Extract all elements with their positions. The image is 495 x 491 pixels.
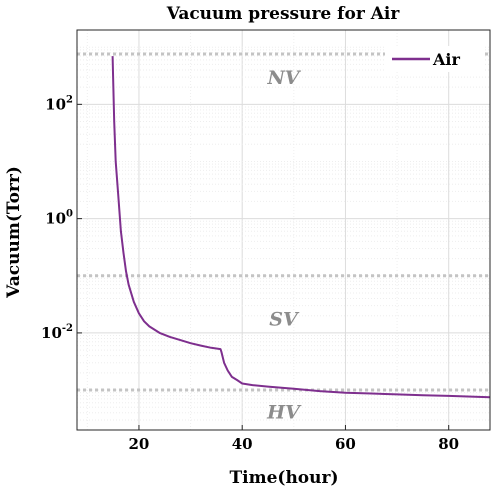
legend-label: Air [432, 50, 460, 69]
x-tick-label: 40 [232, 435, 253, 453]
series-line-air [111, 56, 491, 399]
x-tick-label: 80 [438, 435, 459, 453]
region-label-nv: NV [266, 67, 301, 89]
y-tick-label: 100 [45, 209, 73, 228]
y-tick-label: 102 [45, 94, 73, 113]
x-axis-label: Time(hour) [229, 468, 338, 488]
x-tick-label: 60 [335, 435, 356, 453]
axis-ticks: 20 40 60 80 102 100 10-2 [41, 94, 459, 453]
data-series [111, 56, 491, 399]
y-axis-label: Vacuum(Torr) [4, 166, 24, 299]
region-label-sv: SV [269, 308, 300, 330]
chart-title: Vacuum pressure for Air [166, 4, 401, 24]
x-tick-label: 20 [129, 435, 150, 453]
grid-lines [77, 29, 490, 431]
legend: Air [385, 46, 485, 72]
region-label-hv: HV [266, 402, 302, 424]
reference-lines: NV SV HV [77, 52, 490, 424]
plot-frame [76, 29, 491, 431]
y-tick-label: 10-2 [41, 323, 73, 342]
